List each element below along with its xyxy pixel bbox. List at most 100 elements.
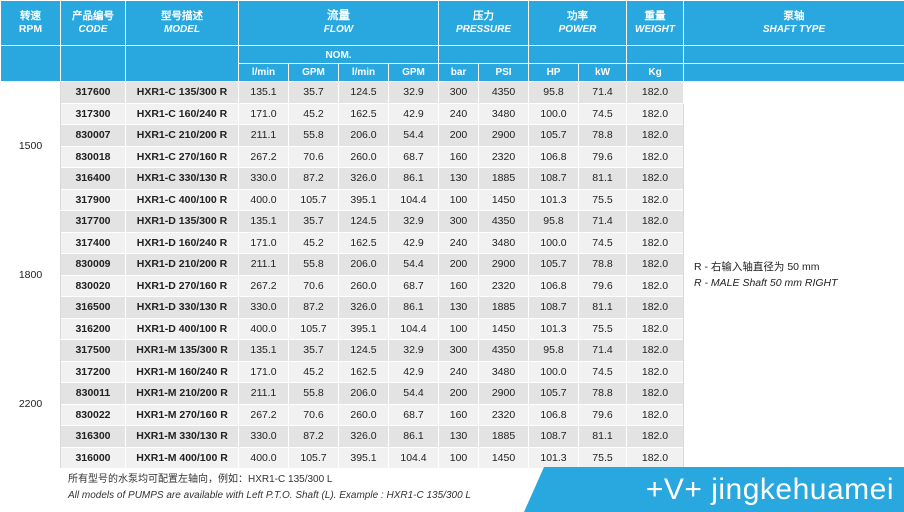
shaft-note: R - 右输入轴直径为 50 mm R - MALE Shaft 50 mm RI… bbox=[683, 81, 904, 469]
value-cell: 182.0 bbox=[626, 102, 685, 125]
value-cell: 45.2 bbox=[288, 102, 339, 125]
code-cell: 317900 bbox=[60, 188, 126, 211]
value-cell: 182.0 bbox=[626, 339, 685, 362]
value-cell: 54.4 bbox=[388, 382, 439, 405]
unit-label: l/min bbox=[338, 63, 389, 82]
code-cell: 316500 bbox=[60, 296, 126, 319]
value-cell: 75.5 bbox=[578, 317, 628, 340]
table-row: 2200 317500 HXR1-M 135/300 R 135.1 35.7 124.5… bbox=[0, 339, 904, 469]
value-cell: 395.1 bbox=[338, 446, 389, 469]
code-cell: 830018 bbox=[60, 145, 126, 168]
value-cell: 95.8 bbox=[528, 339, 580, 362]
value-cell: 1885 bbox=[477, 425, 530, 448]
rpm-cell: 2200 bbox=[0, 339, 61, 469]
value-cell: 2900 bbox=[477, 253, 530, 276]
value-cell: 55.8 bbox=[288, 124, 339, 147]
shaft-note-cn: R - 右输入轴直径为 50 mm bbox=[694, 261, 820, 273]
value-cell: 400.0 bbox=[238, 317, 289, 340]
value-cell: 32.9 bbox=[388, 339, 439, 362]
model-cell: HXR1-D 160/240 R bbox=[125, 231, 239, 254]
code-cell: 830009 bbox=[60, 253, 126, 276]
model-cell: HXR1-M 400/100 R bbox=[125, 446, 239, 469]
value-cell: 182.0 bbox=[626, 403, 685, 426]
value-cell: 182.0 bbox=[626, 317, 685, 340]
unit-label: kW bbox=[578, 63, 628, 82]
shaft-note-en: R - MALE Shaft 50 mm RIGHT bbox=[694, 277, 838, 289]
value-cell: 108.7 bbox=[528, 296, 580, 319]
value-cell: 105.7 bbox=[528, 253, 580, 276]
value-cell: 130 bbox=[438, 425, 479, 448]
value-cell: 35.7 bbox=[288, 339, 339, 362]
value-cell: 70.6 bbox=[288, 403, 339, 426]
value-cell: 160 bbox=[438, 145, 479, 168]
header-model: 型号描述 MODEL bbox=[125, 0, 239, 46]
table-row: 830018 HXR1-C 270/160 R 267.2 70.6 260.0 68.7… bbox=[1, 145, 904, 168]
header-rpm: 转速 RPM bbox=[0, 0, 61, 46]
model-cell: HXR1-C 160/240 R bbox=[125, 102, 239, 125]
value-cell: 171.0 bbox=[238, 102, 289, 125]
value-cell: 330.0 bbox=[238, 296, 289, 319]
value-cell: 105.7 bbox=[288, 446, 339, 469]
value-cell: 54.4 bbox=[388, 124, 439, 147]
value-cell: 71.4 bbox=[578, 339, 628, 362]
footnote-cn: 所有型号的水泵均可配置左轴向，例如：HXR1-C 135/300 L bbox=[68, 474, 333, 485]
header-nom: NOM. bbox=[238, 45, 439, 64]
value-cell: 74.5 bbox=[578, 231, 628, 254]
value-cell: 68.7 bbox=[388, 145, 439, 168]
value-cell: 105.7 bbox=[288, 188, 339, 211]
value-cell: 267.2 bbox=[238, 403, 289, 426]
value-cell: 182.0 bbox=[626, 231, 685, 254]
header-code: 产品编号 CODE bbox=[60, 0, 126, 46]
value-cell: 79.6 bbox=[578, 403, 628, 426]
value-cell: 130 bbox=[438, 167, 479, 190]
value-cell: 95.8 bbox=[528, 210, 580, 233]
value-cell: 206.0 bbox=[338, 124, 389, 147]
code-cell: 830011 bbox=[60, 382, 126, 405]
value-cell: 182.0 bbox=[626, 253, 685, 276]
value-cell: 326.0 bbox=[338, 425, 389, 448]
value-cell: 78.8 bbox=[578, 253, 628, 276]
value-cell: 81.1 bbox=[578, 425, 628, 448]
value-cell: 135.1 bbox=[238, 81, 289, 104]
value-cell: 3480 bbox=[477, 360, 530, 383]
value-cell: 42.9 bbox=[388, 360, 439, 383]
value-cell: 86.1 bbox=[388, 167, 439, 190]
header-power: 功率 POWER bbox=[528, 0, 628, 46]
footnote-en: All models of PUMPS are available with L… bbox=[68, 490, 471, 501]
value-cell: 1885 bbox=[477, 167, 530, 190]
code-cell: 830022 bbox=[60, 403, 126, 426]
table-row: 317300 HXR1-C 160/240 R 171.0 45.2 162.5 42.9… bbox=[1, 102, 904, 125]
value-cell: 4350 bbox=[477, 339, 530, 362]
value-cell: 182.0 bbox=[626, 274, 685, 297]
value-cell: 54.4 bbox=[388, 253, 439, 276]
value-cell: 81.1 bbox=[578, 167, 628, 190]
value-cell: 395.1 bbox=[338, 188, 389, 211]
code-cell: 317200 bbox=[60, 360, 126, 383]
value-cell: 135.1 bbox=[238, 339, 289, 362]
value-cell: 182.0 bbox=[626, 425, 685, 448]
value-cell: 81.1 bbox=[578, 296, 628, 319]
value-cell: 182.0 bbox=[626, 124, 685, 147]
value-cell: 2320 bbox=[477, 274, 530, 297]
unit-label: l/min bbox=[238, 63, 289, 82]
value-cell: 100.0 bbox=[528, 360, 580, 383]
value-cell: 86.1 bbox=[388, 296, 439, 319]
value-cell: 2320 bbox=[477, 145, 530, 168]
value-cell: 104.4 bbox=[388, 317, 439, 340]
value-cell: 300 bbox=[438, 81, 479, 104]
table-row: 317400 HXR1-D 160/240 R 171.0 45.2 162.5 42.9… bbox=[1, 231, 904, 254]
header-blank bbox=[626, 45, 685, 64]
value-cell: 330.0 bbox=[238, 425, 289, 448]
value-cell: 4350 bbox=[477, 210, 530, 233]
header-weight: 重量 WEIGHT bbox=[626, 0, 685, 46]
value-cell: 100 bbox=[438, 317, 479, 340]
value-cell: 200 bbox=[438, 382, 479, 405]
table-row: 316400 HXR1-C 330/130 R 330.0 87.2 326.0 86.1… bbox=[1, 167, 904, 190]
value-cell: 1450 bbox=[477, 446, 530, 469]
value-cell: 211.1 bbox=[238, 124, 289, 147]
value-cell: 124.5 bbox=[338, 339, 389, 362]
table-row: 316500 HXR1-D 330/130 R 330.0 87.2 326.0 86.1… bbox=[1, 296, 904, 319]
value-cell: 260.0 bbox=[338, 274, 389, 297]
value-cell: 400.0 bbox=[238, 188, 289, 211]
model-cell: HXR1-M 135/300 R bbox=[125, 339, 239, 362]
